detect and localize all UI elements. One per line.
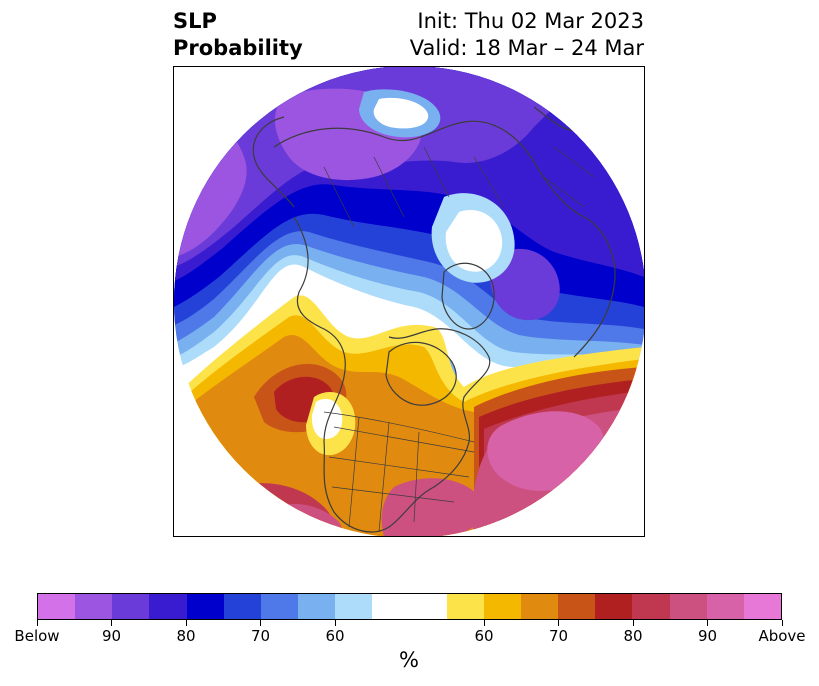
colorbar-segment [223, 594, 261, 619]
asia-pacific-coast [252, 116, 295, 208]
colorbar-segment [38, 594, 76, 619]
colorbar-tick [334, 620, 336, 626]
title-type: Probability [173, 36, 303, 60]
map-canvas [174, 67, 644, 536]
colorbar-tick-label: 60 [325, 627, 345, 645]
us-state-grid-h2 [328, 456, 470, 478]
us-state-grid-v3 [413, 431, 420, 523]
colorbar-tick [558, 620, 559, 626]
chart-title-left: SLP Probability [173, 8, 303, 62]
valid-range: Valid: 18 Mar – 24 Mar [409, 36, 644, 60]
hudson-bay-coast [385, 341, 457, 406]
below-white-arctic [445, 210, 503, 272]
us-state-grid-v2 [378, 421, 390, 533]
north-america-coast [293, 216, 491, 533]
probability-map [173, 66, 645, 537]
colorbar-tick-label: 70 [548, 627, 569, 645]
probability-field [174, 67, 644, 536]
colorbar-segment [483, 594, 522, 619]
colorbar-segment [669, 594, 707, 619]
canada-border [323, 411, 475, 443]
colorbar-segment [149, 594, 187, 619]
colorbar-tick [111, 620, 112, 626]
colorbar-segment [595, 594, 633, 619]
colorbar-tick-label: 90 [697, 627, 718, 645]
chart-title-right: Init: Thu 02 Mar 2023 Valid: 18 Mar – 24… [410, 8, 644, 62]
colorbar-unit: % [399, 648, 419, 672]
colorbar [37, 593, 782, 620]
us-state-grid-h1 [333, 426, 475, 453]
colorbar-segment [743, 594, 782, 619]
colorbar-segment [335, 594, 373, 619]
colorbar-segment [446, 594, 484, 619]
colorbar-tick-label: Below [14, 627, 60, 645]
above-contour-southeast [381, 478, 484, 536]
colorbar-segment [298, 594, 336, 619]
colorbar-tick-label: 60 [474, 627, 494, 645]
colorbar-segment [75, 594, 113, 619]
colorbar-tick-label: 70 [250, 627, 271, 645]
colorbar-segment [260, 594, 299, 619]
colorbar-tick-label: 90 [101, 627, 122, 645]
political-borders [323, 126, 615, 533]
colorbar-tick-label: Above [758, 627, 806, 645]
colorbar-segment [632, 594, 670, 619]
colorbar-tick-label: 80 [623, 627, 643, 645]
title-variable: SLP [173, 9, 217, 33]
colorbar-segment [706, 594, 744, 619]
eurasia-coast [273, 120, 616, 358]
colorbar-segment [112, 594, 150, 619]
above-white-plains [311, 398, 343, 439]
below-white-barents [373, 97, 429, 129]
colorbar-tick [36, 620, 38, 626]
colorbar-tick-label: 80 [176, 627, 196, 645]
colorbar-segment [558, 594, 596, 619]
colorbar-tick [781, 620, 783, 626]
colorbar-segment [372, 594, 447, 619]
us-state-grid-v1 [348, 416, 360, 528]
colorbar-segment [186, 594, 224, 619]
colorbar-tick [632, 620, 634, 626]
colorbar-tick [707, 620, 708, 626]
init-date: Init: Thu 02 Mar 2023 [417, 9, 644, 33]
colorbar-tick [185, 620, 187, 626]
greenland-coast [441, 262, 495, 330]
colorbar-tick [260, 620, 261, 626]
colorbar-tick [483, 620, 485, 626]
russia-borders [323, 146, 505, 228]
colorbar-segment [521, 594, 559, 619]
